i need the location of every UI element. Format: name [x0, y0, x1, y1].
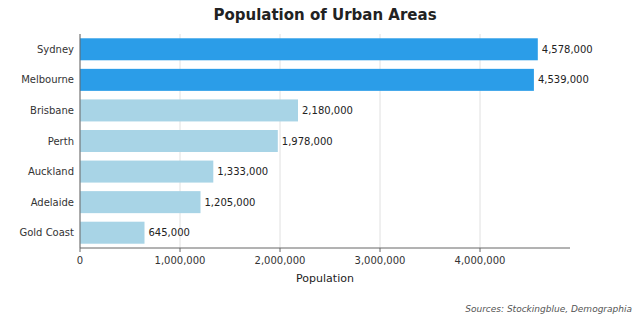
x-tick-label: 2,000,000 [255, 255, 306, 266]
x-tick-label: 1,000,000 [155, 255, 206, 266]
grid-line [280, 34, 281, 248]
bar [80, 69, 534, 91]
bar [80, 191, 201, 213]
tick-mark [180, 248, 181, 252]
tick-mark [80, 248, 81, 252]
data-label: 4,578,000 [542, 44, 593, 55]
grid [80, 34, 480, 248]
data-label: 2,180,000 [302, 105, 353, 116]
x-tick-label: 0 [77, 255, 83, 266]
y-axis-line [80, 34, 81, 248]
data-label: 1,978,000 [282, 136, 333, 147]
y-tick-label: Sydney [37, 44, 74, 55]
annotation: Sources: Stockingblue, Demographia [465, 304, 632, 314]
x-tick-label: 3,000,000 [355, 255, 406, 266]
title: Population of Urban Areas [213, 6, 436, 24]
y-tick-label: Auckland [28, 166, 74, 177]
x-axis-label: Population [296, 272, 354, 285]
data-label: 1,205,000 [205, 197, 256, 208]
y-tick-label: Perth [48, 136, 74, 147]
y-tick-label: Adelaide [31, 197, 74, 208]
y-tick-label: Gold Coast [19, 227, 74, 238]
tick-mark [280, 248, 281, 252]
grid-line [380, 34, 381, 248]
x-tick-label: 4,000,000 [455, 255, 506, 266]
bars [80, 38, 538, 243]
y-tick-label: Brisbane [30, 105, 74, 116]
bar [80, 222, 145, 244]
y-tick-label: Melbourne [21, 74, 74, 85]
data-labels: 645,000 1,205,000 1,333,000 1,978,000 2,180,… [149, 44, 593, 238]
grid-line [480, 34, 481, 248]
data-label: 4,539,000 [538, 74, 589, 85]
bar [80, 38, 538, 60]
chart: Population of Urban Areas 0 1,000,000 2,000… [0, 0, 640, 320]
tick-mark [480, 248, 481, 252]
bar [80, 99, 298, 121]
bar [80, 130, 278, 152]
tick-mark [380, 248, 381, 252]
bar [80, 161, 213, 183]
x-axis-line [80, 248, 570, 249]
data-label: 645,000 [149, 227, 190, 238]
data-label: 1,333,000 [217, 166, 268, 177]
grid-line [80, 34, 81, 248]
